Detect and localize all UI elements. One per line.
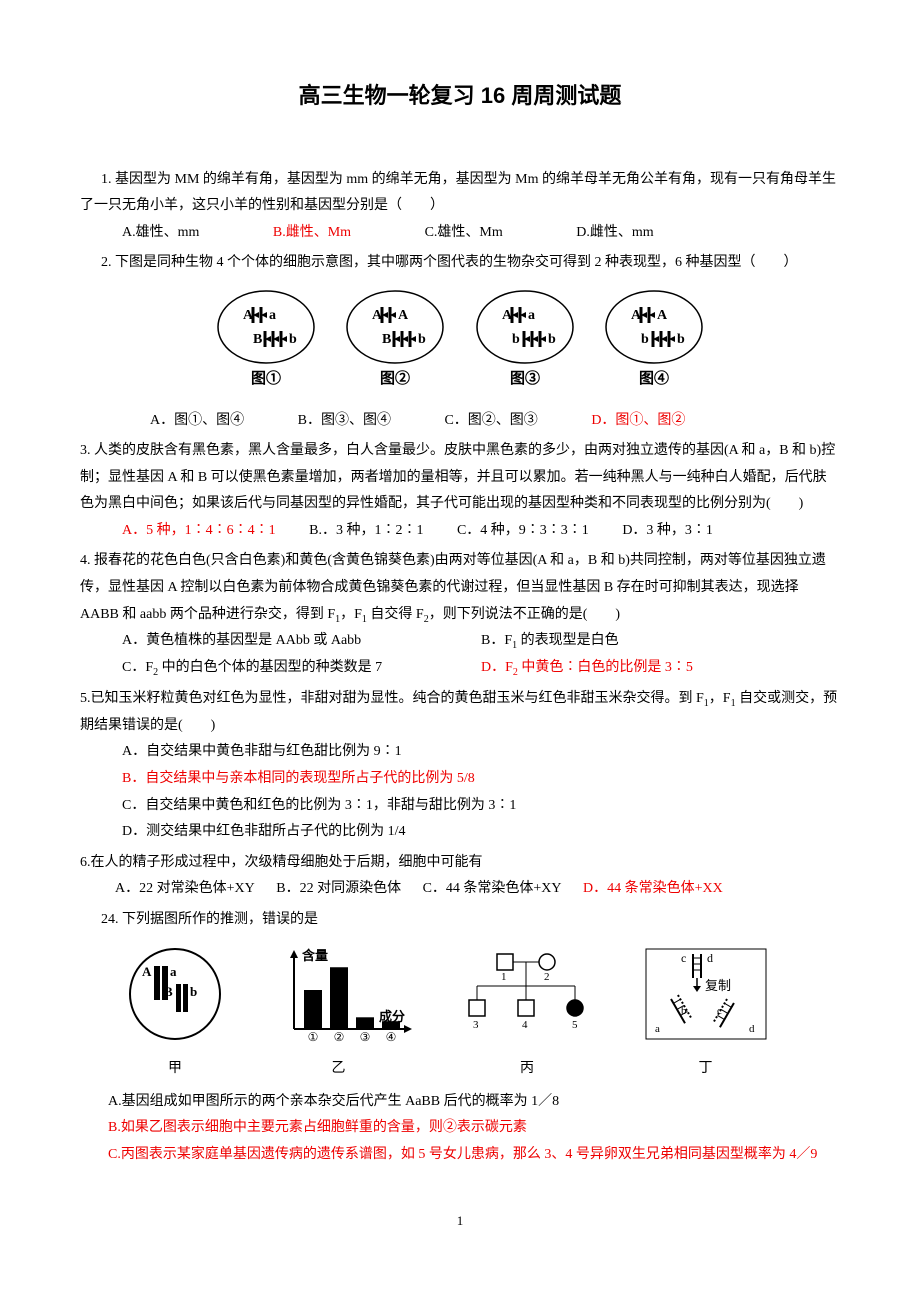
svg-text:b: b: [190, 984, 197, 999]
svg-text:图④: 图④: [639, 369, 669, 387]
q1-d: D.雌性、mm: [576, 220, 653, 247]
svg-text:①: ①: [307, 1030, 318, 1044]
svg-text:c: c: [717, 1005, 722, 1017]
svg-text:②: ②: [333, 1030, 344, 1044]
svg-text:B: B: [253, 332, 262, 347]
q1-c: C.雄性、Mm: [425, 220, 503, 247]
q1-stem: 1. 基因型为 MM 的绵羊有角，基因型为 mm 的绵羊无角，基因型为 Mm 的…: [80, 167, 840, 220]
q4-b: B．F1 的表现型是白色: [481, 628, 840, 655]
q24-fig-jia: A a B b 甲: [120, 944, 230, 1083]
q2-d: D．图①、图②: [591, 408, 685, 435]
q2-a: A．图①、图④: [150, 408, 244, 435]
q3-stem: 3. 人类的皮肤含有黑色素，黑人含量最多，白人含量最少。皮肤中黑色素的多少，由两…: [80, 438, 840, 518]
svg-text:a: a: [170, 964, 177, 979]
svg-text:复制: 复制: [705, 978, 731, 993]
svg-text:③: ③: [359, 1030, 370, 1044]
q24-fig-bing: 12345丙: [447, 944, 607, 1083]
q5-c: C．自交结果中黄色和红色的比例为 3∶1，非甜与甜比例为 3∶1: [122, 793, 840, 820]
svg-text:c: c: [681, 951, 686, 965]
q1-a: A.雄性、mm: [122, 220, 199, 247]
q1-b: B.雌性、Mm: [273, 220, 351, 247]
svg-text:含量: 含量: [301, 948, 328, 963]
q3-c: C．4 种，9∶3∶3∶1: [457, 518, 589, 545]
svg-text:b: b: [641, 332, 649, 347]
svg-text:A: A: [142, 964, 152, 979]
svg-text:3: 3: [473, 1019, 479, 1031]
q24-fig-yi: 含量 成分 ①②③④ 乙: [264, 944, 414, 1083]
q4-a: A．黄色植株的基因型是 AAbb 或 Aabb: [122, 628, 481, 655]
svg-text:A: A: [657, 308, 668, 323]
q2-stem: 2. 下图是同种生物 4 个个体的细胞示意图，其中哪两个图代表的生物杂交可得到 …: [80, 250, 840, 277]
svg-text:5: 5: [572, 1019, 578, 1031]
q5-a: A．自交结果中黄色非甜与红色甜比例为 9∶1: [122, 739, 840, 766]
q2-cell-2: A A B b 图②: [340, 287, 450, 398]
q2-cell-3: A a b b 图③: [470, 287, 580, 398]
svg-text:1: 1: [501, 971, 507, 983]
svg-text:B: B: [382, 332, 391, 347]
svg-text:b: b: [289, 332, 297, 347]
q24-c: C.丙图表示某家庭单基因遗传病的遗传系谱图，如 5 号女儿患病，那么 3、4 号…: [108, 1142, 840, 1169]
q5: 5.已知玉米籽粒黄色对红色为显性，非甜对甜为显性。纯合的黄色甜玉米与红色非甜玉米…: [80, 686, 840, 846]
q4: 4. 报春花的花色白色(只含白色素)和黄色(含黄色锦葵色素)由两对等位基因(A …: [80, 548, 840, 682]
q6-b: B．22 对同源染色体: [276, 876, 401, 903]
q24: 24. 下列据图所作的推测，错误的是 A a B b 甲 含量 成分 ①②③④ …: [80, 907, 840, 1169]
svg-text:4: 4: [522, 1019, 528, 1031]
q1: 1. 基因型为 MM 的绵羊有角，基因型为 mm 的绵羊无角，基因型为 Mm 的…: [80, 167, 840, 247]
svg-text:④: ④: [385, 1030, 396, 1044]
svg-text:b: b: [512, 332, 520, 347]
q2-cell-1: A a B b 图①: [211, 287, 321, 398]
svg-text:a: a: [269, 308, 276, 323]
q24-opts: A.基因组成如甲图所示的两个亲本杂交后代产生 AaBB 后代的概率为 1／8 B…: [80, 1089, 840, 1169]
svg-text:图②: 图②: [380, 369, 410, 387]
q24-stem: 24. 下列据图所作的推测，错误的是: [80, 907, 840, 934]
q3-b: B.．3 种，1∶2∶1: [309, 518, 423, 545]
svg-text:A: A: [398, 308, 409, 323]
q2-c: C．图②、图③: [444, 408, 537, 435]
svg-text:b: b: [677, 332, 685, 347]
page-title: 高三生物一轮复习 16 周周测试题: [80, 75, 840, 117]
svg-text:图①: 图①: [251, 369, 281, 387]
q2-b: B．图③、图④: [298, 408, 391, 435]
svg-text:图③: 图③: [510, 369, 540, 387]
q3-opts: A．5 种，1∶4∶6∶4∶1 B.．3 种，1∶2∶1 C．4 种，9∶3∶3…: [80, 518, 840, 545]
svg-text:b: b: [418, 332, 426, 347]
q2-opts: A．图①、图④ B．图③、图④ C．图②、图③ D．图①、图②: [80, 408, 840, 435]
q24-figs: A a B b 甲 含量 成分 ①②③④ 乙 12345丙 c d 复制 ab …: [120, 944, 840, 1083]
svg-text:b: b: [681, 1005, 687, 1017]
q2-figs: A a B b 图① A A B b 图② A: [80, 287, 840, 398]
svg-text:d: d: [707, 951, 713, 965]
q6: 6.在人的精子形成过程中，次级精母细胞处于后期，细胞中可能有 A．22 对常染色…: [80, 850, 840, 903]
q5-d: D．测交结果中红色非甜所占子代的比例为 1/4: [122, 819, 840, 846]
svg-text:B: B: [164, 984, 173, 999]
q4-stem: 4. 报春花的花色白色(只含白色素)和黄色(含黄色锦葵色素)由两对等位基因(A …: [80, 548, 840, 628]
q5-opts: A．自交结果中黄色非甜与红色甜比例为 9∶1 B．自交结果中与亲本相同的表现型所…: [80, 739, 840, 845]
q2: 2. 下图是同种生物 4 个个体的细胞示意图，其中哪两个图代表的生物杂交可得到 …: [80, 250, 840, 434]
q6-a: A．22 对常染色体+XY: [115, 876, 255, 903]
q6-stem: 6.在人的精子形成过程中，次级精母细胞处于后期，细胞中可能有: [80, 850, 840, 877]
svg-text:a: a: [528, 308, 535, 323]
q4-d: D．F2 中黄色∶白色的比例是 3∶5: [481, 655, 840, 682]
svg-text:d: d: [749, 1023, 755, 1035]
q6-c: C．44 条常染色体+XY: [423, 876, 562, 903]
q24-a: A.基因组成如甲图所示的两个亲本杂交后代产生 AaBB 后代的概率为 1／8: [108, 1089, 840, 1116]
svg-text:b: b: [548, 332, 556, 347]
q2-cell-4: A A b b 图④: [599, 287, 709, 398]
q3: 3. 人类的皮肤含有黑色素，黑人含量最多，白人含量最少。皮肤中黑色素的多少，由两…: [80, 438, 840, 544]
q1-opts: A.雄性、mm B.雌性、Mm C.雄性、Mm D.雌性、mm: [80, 220, 840, 247]
q4-c: C．F2 中的白色个体的基因型的种类数是 7: [122, 655, 481, 682]
svg-text:a: a: [655, 1023, 660, 1035]
q6-opts: A．22 对常染色体+XY B．22 对同源染色体 C．44 条常染色体+XY …: [80, 876, 840, 903]
page-number: 1: [80, 1209, 840, 1234]
q3-d: D．3 种，3∶1: [622, 518, 713, 545]
q5-b: B．自交结果中与亲本相同的表现型所占子代的比例为 5/8: [122, 766, 840, 793]
q5-stem: 5.已知玉米籽粒黄色对红色为显性，非甜对甜为显性。纯合的黄色甜玉米与红色非甜玉米…: [80, 686, 840, 739]
q24-b: B.如果乙图表示细胞中主要元素占细胞鲜重的含量，则②表示碳元素: [108, 1115, 840, 1142]
svg-text:2: 2: [544, 971, 550, 983]
q6-d: D．44 条常染色体+XX: [583, 876, 723, 903]
q4-opts: A．黄色植株的基因型是 AAbb 或 Aabb B．F1 的表现型是白色 C．F…: [80, 628, 840, 682]
q24-fig-ding: c d 复制 ab cd 丁: [641, 944, 771, 1083]
q3-a: A．5 种，1∶4∶6∶4∶1: [122, 518, 276, 545]
